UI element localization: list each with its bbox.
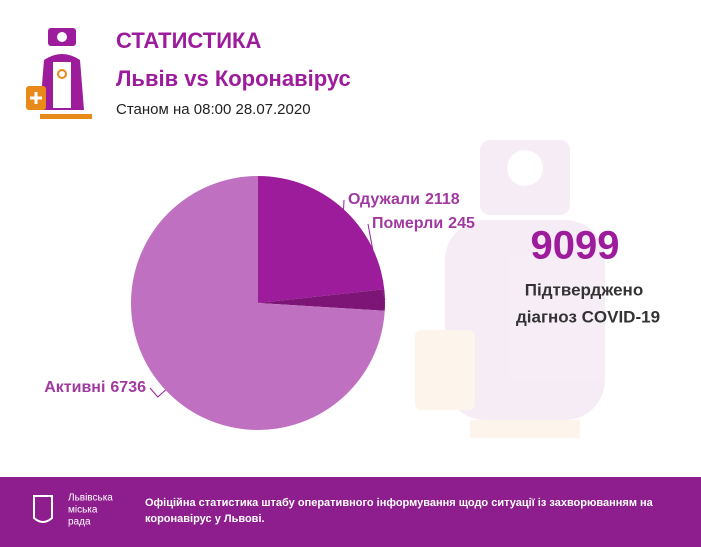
pie-chart: Одужали 2118 Померли 245 Активні 6736: [44, 176, 475, 430]
org-line: Львівська: [68, 493, 113, 504]
leader-line: [342, 199, 345, 213]
footer-note: коронавірус у Львові.: [145, 513, 265, 525]
slice-label-name: Активні: [44, 379, 105, 396]
slice-label: Активні 6736: [44, 379, 146, 396]
slice-label-value: 2118: [425, 191, 460, 208]
slice-label-value: 6736: [110, 379, 146, 396]
title: СТАТИСТИКА: [116, 28, 261, 53]
logo: [33, 495, 53, 523]
total-line: діагноз COVID-19: [516, 307, 660, 326]
pie-slice: [130, 176, 385, 430]
total-line: Підтверджено: [525, 280, 643, 299]
footer-note: Офіційна статистика штабу оперативного і…: [145, 497, 654, 509]
leader-line: [149, 387, 166, 398]
org-line: міська: [68, 505, 98, 516]
watermark: [415, 140, 605, 438]
pie-slice: [258, 289, 385, 311]
slice-label-name: Померли: [372, 215, 443, 232]
slice-label: Одужали 2118: [348, 191, 460, 208]
date: Станом на 08:00 28.07.2020: [116, 101, 311, 118]
footer: [0, 477, 701, 547]
pie-slice: [258, 176, 385, 303]
total-value: 9099: [531, 224, 620, 268]
slice-label-value: 245: [448, 215, 475, 232]
subtitle: Львів vs Коронавірус: [116, 66, 351, 91]
slice-label-name: Одужали: [348, 191, 420, 208]
org-line: рада: [68, 517, 91, 528]
slice-label: Померли 245: [372, 215, 475, 232]
leader-line: [367, 223, 386, 301]
doctor-icon: [26, 28, 92, 119]
